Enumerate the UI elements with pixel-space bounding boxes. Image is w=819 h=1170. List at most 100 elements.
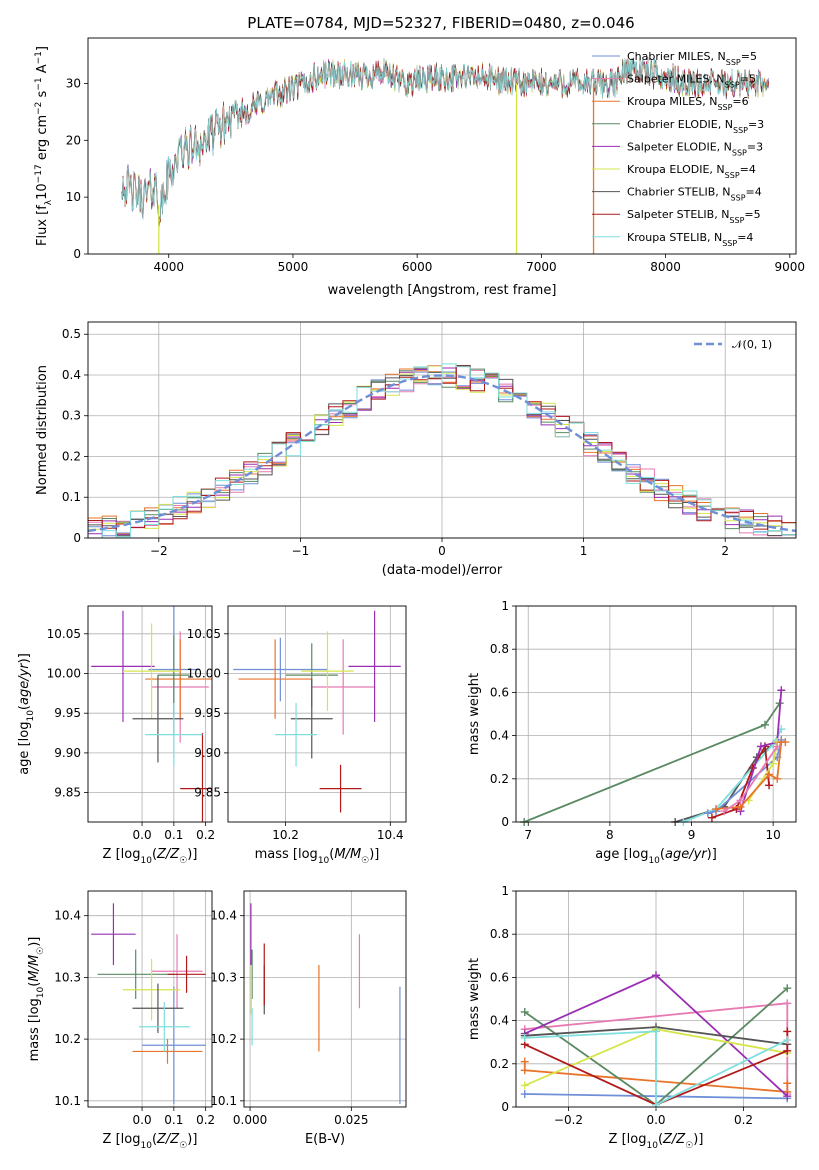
label-part: age/yr bbox=[665, 847, 708, 862]
legend-entry: 𝒩(0, 1) bbox=[732, 338, 772, 351]
weight-point-marker bbox=[652, 971, 660, 980]
legend-count: =3 bbox=[747, 140, 763, 153]
y-tick-label: 0 bbox=[501, 1100, 509, 1114]
label-part: ☉ bbox=[179, 1141, 187, 1151]
label-part: −17 bbox=[34, 164, 44, 183]
label-part: ☉ bbox=[361, 856, 369, 866]
spectrum-panel: 4000 5000 6000 7000 8000 9000 0 10 20 30 wavelengt… bbox=[34, 37, 806, 298]
residuals-panel: −2 −1 0 1 2 0 0.1 0.2 0.3 0.4 0.5 (data-model)/erro… bbox=[35, 321, 797, 578]
label-part: Z/Z bbox=[156, 1132, 180, 1147]
x-tick-label: −0.2 bbox=[554, 1113, 583, 1127]
y-axis-label: age [log10(age/yr)] bbox=[17, 653, 36, 775]
label-part: mass [log bbox=[255, 847, 318, 862]
label-part: ( bbox=[152, 1132, 157, 1147]
legend-subscript: SSP bbox=[725, 80, 740, 89]
y-tick-label: 0.3 bbox=[62, 409, 81, 423]
x-tick-label: 6000 bbox=[402, 260, 433, 274]
x-tick-label: 0.2 bbox=[734, 1113, 753, 1127]
label-part: Z [log bbox=[609, 1132, 647, 1147]
label-part: ( bbox=[329, 847, 334, 862]
legend-subscript: SSP bbox=[717, 103, 732, 112]
x-tick-label: 8000 bbox=[650, 260, 681, 274]
label-part: −2 bbox=[34, 102, 44, 115]
label-part: )] bbox=[707, 847, 717, 862]
y-axis-label: mass weight bbox=[467, 673, 482, 755]
label-part: )] bbox=[187, 1132, 197, 1147]
label-part: −1 bbox=[34, 77, 44, 90]
legend-entry: Chabrier ELODIE, NSSP=3 bbox=[627, 118, 764, 135]
y-tick-label: 10.2 bbox=[210, 1032, 237, 1046]
legend-text: Kroupa MILES, N bbox=[627, 95, 717, 108]
y-tick-label: 10 bbox=[66, 190, 81, 204]
weight-point-marker bbox=[520, 1033, 529, 1042]
y-tick-label: 0.2 bbox=[62, 449, 81, 463]
weight-point-marker bbox=[769, 759, 778, 768]
weight-point-marker bbox=[773, 774, 782, 783]
weight-point-marker bbox=[652, 1100, 660, 1109]
legend-subscript: SSP bbox=[733, 125, 748, 134]
y-tick-label: 9.95 bbox=[194, 706, 221, 720]
weight-point-marker bbox=[756, 742, 765, 751]
legend-entry: Kroupa ELODIE, NSSP=4 bbox=[627, 163, 756, 180]
weight-point-marker bbox=[652, 1027, 660, 1036]
legend-text: Chabrier MILES, N bbox=[627, 50, 726, 63]
y-tick-label: 30 bbox=[66, 76, 81, 90]
x-tick-label: 9 bbox=[688, 828, 696, 842]
y-tick-label: 10.3 bbox=[54, 970, 81, 984]
weight-point-marker bbox=[520, 1090, 529, 1099]
y-tick-label: 1 bbox=[501, 599, 509, 613]
legend-subscript: SSP bbox=[722, 238, 737, 247]
legend-entry: Salpeter MILES, NSSP=5 bbox=[627, 73, 756, 90]
label-part: 10 bbox=[26, 710, 36, 722]
legend-subscript: SSP bbox=[725, 171, 740, 180]
weight-point-marker bbox=[783, 984, 792, 993]
y-tick-label: 0 bbox=[73, 247, 81, 261]
legend-text: Kroupa STELIB, N bbox=[627, 231, 722, 244]
weight-line bbox=[524, 1030, 788, 1107]
axes-frame bbox=[87, 605, 213, 823]
y-tick-label: 9.90 bbox=[54, 746, 81, 760]
y-tick-label: 0.5 bbox=[62, 327, 81, 341]
legend-entry: Salpeter ELODIE, NSSP=3 bbox=[627, 140, 763, 157]
x-tick-label: 8 bbox=[606, 828, 614, 842]
y-axis-label: Normed distribution bbox=[35, 365, 50, 495]
label-part: ☉ bbox=[179, 856, 187, 866]
x-tick-label: 0.2 bbox=[196, 828, 215, 842]
weight-line bbox=[739, 690, 783, 812]
x-tick-label: 0.025 bbox=[334, 1113, 368, 1127]
axes-frame bbox=[515, 605, 797, 823]
legend-count: =4 bbox=[746, 186, 762, 199]
label-part: ( bbox=[152, 847, 157, 862]
y-tick-label: 0 bbox=[73, 531, 81, 545]
y-tick-label: 0.6 bbox=[490, 970, 509, 984]
label-part: ☉ bbox=[685, 1141, 693, 1151]
weight-point-marker bbox=[520, 1057, 529, 1066]
legend-count: =4 bbox=[740, 163, 756, 176]
x-tick-label: 9000 bbox=[775, 260, 806, 274]
legend-subscript: SSP bbox=[726, 58, 741, 67]
label-part: 10 bbox=[140, 1141, 152, 1151]
label-part: age [log bbox=[17, 722, 32, 775]
weight-point-marker bbox=[707, 813, 716, 822]
normal-curve bbox=[88, 374, 796, 533]
legend-entry: Kroupa MILES, NSSP=6 bbox=[627, 95, 749, 112]
legend-text: Salpeter MILES, N bbox=[627, 73, 725, 86]
weight-point-marker bbox=[777, 686, 786, 695]
figure-title: PLATE=0784, MJD=52327, FIBERID=0480, z=0… bbox=[247, 14, 634, 32]
legend-text: Chabrier ELODIE, N bbox=[627, 118, 733, 131]
y-tick-label: 0.4 bbox=[490, 1014, 509, 1028]
y-tick-label: 9.90 bbox=[194, 746, 221, 760]
x-axis-label: wavelength [Angstrom, rest frame] bbox=[328, 283, 557, 298]
x-tick-label: 4000 bbox=[153, 260, 184, 274]
spectrum-line bbox=[121, 58, 770, 223]
y-tick-label: 10.1 bbox=[54, 1094, 81, 1108]
y-tick-label: 1 bbox=[501, 884, 509, 898]
label-part: M/M bbox=[27, 955, 42, 982]
label-part: ( bbox=[27, 982, 42, 987]
y-tick-label: 10.05 bbox=[187, 627, 221, 641]
label-part: 10 bbox=[646, 1141, 658, 1151]
mass-vs-ebv-panel: 0.000 0.025 10.1 10.2 10.3 10.4 E(B-V) bbox=[210, 890, 407, 1147]
label-part: 10 bbox=[648, 856, 660, 866]
